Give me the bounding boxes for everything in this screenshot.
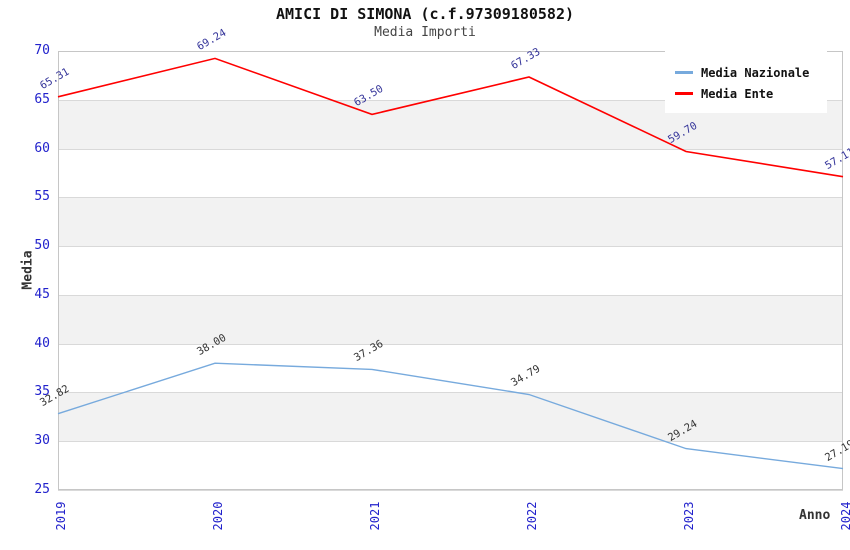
- y-tick-label: 25: [34, 482, 50, 497]
- legend-label-media-nazionale: Media Nazionale: [701, 65, 810, 80]
- y-tick-label: 65: [34, 91, 50, 107]
- grid-band: [58, 294, 843, 344]
- gridline: [58, 148, 843, 150]
- gridline: [58, 197, 843, 199]
- chart-title: AMICI DI SIMONA (c.f.97309180582): [275, 5, 574, 23]
- gridline: [58, 99, 843, 101]
- x-tick-label: 2020: [211, 501, 225, 531]
- chart-subtitle: Media Importi: [374, 25, 476, 40]
- y-tick-label: 55: [34, 189, 50, 205]
- y-tick-label: 60: [34, 140, 50, 156]
- y-axis-title: Media: [20, 250, 36, 290]
- legend-swatch-media-ente: [675, 92, 693, 95]
- x-tick-label: 2021: [368, 501, 382, 531]
- legend-label-media-ente: Media Ente: [701, 86, 774, 101]
- y-tick-label: 45: [34, 286, 50, 302]
- gridline: [58, 294, 843, 296]
- gridline: [58, 246, 843, 248]
- gridline: [58, 490, 843, 491]
- grid-band: [58, 343, 843, 393]
- gridline: [58, 441, 843, 443]
- grid-band: [58, 441, 843, 490]
- x-axis-title: Anno: [799, 508, 831, 523]
- legend-swatch-media-nazionale: [675, 71, 693, 74]
- grid-band: [58, 392, 843, 442]
- y-tick-label: 35: [34, 384, 50, 400]
- grid-band: [58, 148, 843, 198]
- x-tick-label: 2023: [682, 501, 696, 531]
- x-tick-label: 2019: [54, 501, 68, 531]
- plot-area: 32.82 38.00 37.36 34.79 29.24 27.19 65.31 69.24…: [38, 27, 850, 491]
- y-tick-label: 30: [34, 433, 50, 449]
- grid-band: [58, 246, 843, 295]
- grid-band: [58, 197, 843, 247]
- series-line-media-nazionale: [57, 362, 844, 470]
- legend-item-media-nazionale: Media Nazionale: [675, 62, 827, 83]
- legend: Media Nazionale Media Ente: [665, 51, 827, 113]
- x-tick-label: 2022: [525, 501, 539, 531]
- series-line-media-ente: [57, 57, 844, 178]
- y-tick-label: 50: [34, 238, 50, 254]
- gridline: [58, 343, 843, 345]
- x-tick-label: 2024: [839, 501, 850, 531]
- series-lines: [57, 57, 844, 470]
- y-tick-label: 40: [34, 335, 50, 351]
- y-tick-label: 70: [34, 43, 50, 58]
- legend-item-media-ente: Media Ente: [675, 83, 827, 104]
- plot-border: [58, 51, 843, 490]
- gridline: [58, 392, 843, 394]
